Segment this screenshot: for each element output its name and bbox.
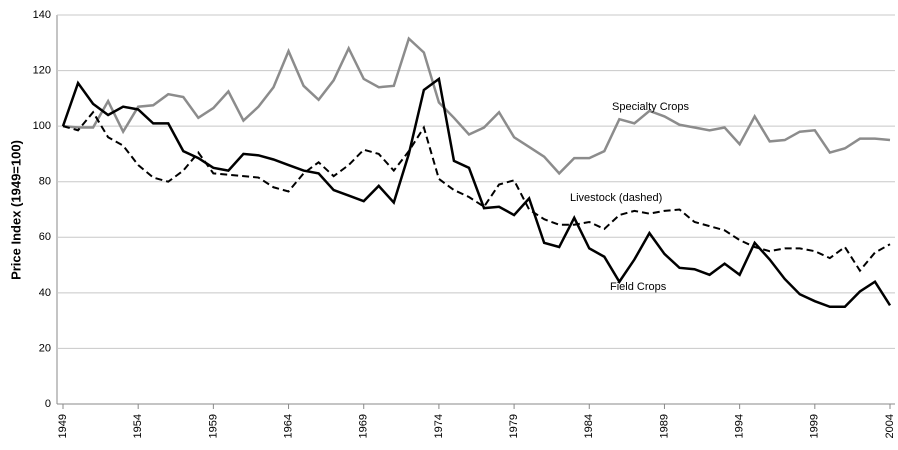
series-line (62, 110, 891, 273)
series-label: Specialty Crops (612, 101, 690, 113)
series-label: Field Crops (610, 281, 667, 293)
y-axis-title: Price Index (1949=100) (8, 140, 23, 280)
x-tick-label: 1964 (282, 414, 294, 438)
x-tick-label: 1984 (583, 414, 595, 438)
y-tick-label: 100 (33, 120, 51, 132)
x-tick-label: 1994 (734, 414, 746, 438)
y-tick-label: 140 (33, 9, 51, 21)
x-tick-label: 1949 (57, 414, 69, 438)
y-tick-label: 0 (45, 398, 51, 410)
y-tick-label: 80 (39, 176, 51, 188)
series-line (61, 76, 892, 308)
x-tick-label: 2004 (884, 414, 896, 438)
x-tick-label: 1969 (358, 414, 370, 438)
series-line (62, 36, 891, 176)
y-tick-label: 40 (39, 287, 51, 299)
x-tick-label: 1989 (658, 414, 670, 438)
x-tick-label: 1979 (508, 414, 520, 438)
x-tick-label: 1959 (207, 414, 219, 438)
y-tick-label: 20 (39, 342, 51, 354)
y-tick-label: 120 (33, 64, 51, 76)
x-tick-label: 1954 (132, 414, 144, 438)
series-label: Livestock (dashed) (570, 192, 662, 204)
x-tick-label: 1999 (809, 414, 821, 438)
y-tick-label: 60 (39, 231, 51, 243)
x-tick-label: 1974 (433, 414, 445, 438)
